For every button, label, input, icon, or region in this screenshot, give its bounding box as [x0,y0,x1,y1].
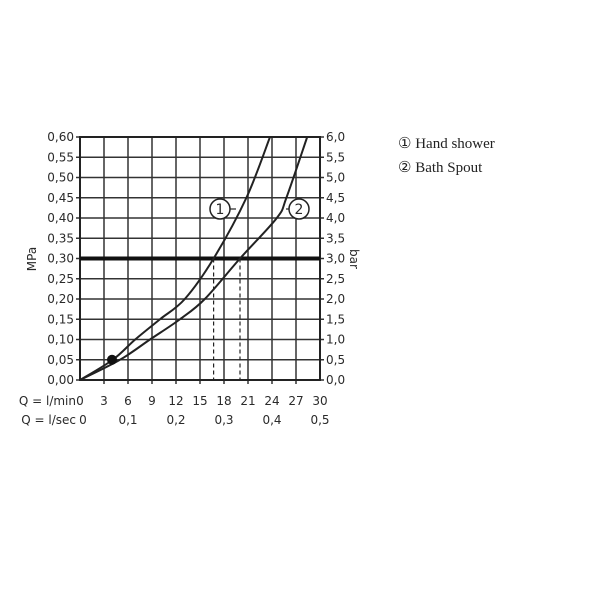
x-tick-lsec: 0 [79,413,87,427]
y-tick-right: 3,5 [326,231,345,245]
y-tick-right: 5,5 [326,150,345,164]
legend-symbol: ② [398,160,412,176]
legend-label: Bath Spout [415,160,483,176]
y-tick-left: 0,60 [47,130,74,144]
y-tick-right: 2,5 [326,272,345,286]
series-label-circle [209,198,231,220]
x-tick-lsec: 0,5 [310,413,329,427]
y-tick-left: 0,10 [47,333,74,347]
y-tick-left: 0,20 [47,292,74,306]
y-tick-right: 3,0 [326,252,345,266]
x-tick-lsec: 0,1 [118,413,137,427]
y-tick-right: 0,5 [326,353,345,367]
series-label-circle [288,198,310,220]
y-tick-left: 0,45 [47,191,74,205]
y-tick-left: 0,05 [47,353,74,367]
marker-point [107,354,117,365]
x-tick-lmin: 0 [76,394,84,408]
x-tick-lmin: 27 [288,394,303,408]
x-tick-lmin: 6 [124,394,132,408]
x-tick-lmin: 24 [264,394,279,408]
y-tick-left: 0,15 [47,312,74,326]
y-tick-right: 5,0 [326,171,345,185]
y-tick-right: 2,0 [326,292,345,306]
x-tick-lmin: 18 [216,394,231,408]
y-tick-right: 0,0 [326,373,345,387]
y-tick-right: 1,0 [326,333,345,347]
y-tick-left: 0,00 [47,373,74,387]
x-tick-lsec: 0,3 [214,413,233,427]
legend-label: Hand shower [415,136,495,152]
x-tick-lsec: 0,4 [262,413,281,427]
x-axis-label-lmin: Q = l/min [19,394,76,408]
x-tick-lmin: 9 [148,394,156,408]
x-tick-lmin: 30 [312,394,327,408]
x-tick-lmin: 21 [240,394,255,408]
series-label: 1 [216,202,225,218]
y-tick-right: 6,0 [326,130,345,144]
y-tick-right: 4,5 [326,191,345,205]
y-tick-left: 0,50 [47,171,74,185]
y-tick-left: 0,35 [47,231,74,245]
legend-item-hand-shower: ① Hand shower [398,134,495,153]
x-axis-label-lsec: Q = l/sec [21,413,76,427]
x-tick-lmin: 15 [192,394,207,408]
x-tick-lmin: 12 [168,394,183,408]
y-tick-left: 0,55 [47,150,74,164]
legend-symbol: ① [398,136,412,152]
x-tick-lmin: 3 [100,394,108,408]
y-axis-label-left: MPa [25,247,39,271]
y-tick-left: 0,30 [47,252,74,266]
y-tick-right: 1,5 [326,312,345,326]
series-line-2 [79,136,309,381]
y-tick-left: 0,25 [47,272,74,286]
y-tick-right: 4,0 [326,211,345,225]
y-tick-left: 0,40 [47,211,74,225]
legend-item-bath-spout: ② Bath Spout [398,158,482,177]
series-label: 2 [295,202,304,218]
y-axis-label-right: bar [347,249,361,269]
x-tick-lsec: 0,2 [166,413,185,427]
